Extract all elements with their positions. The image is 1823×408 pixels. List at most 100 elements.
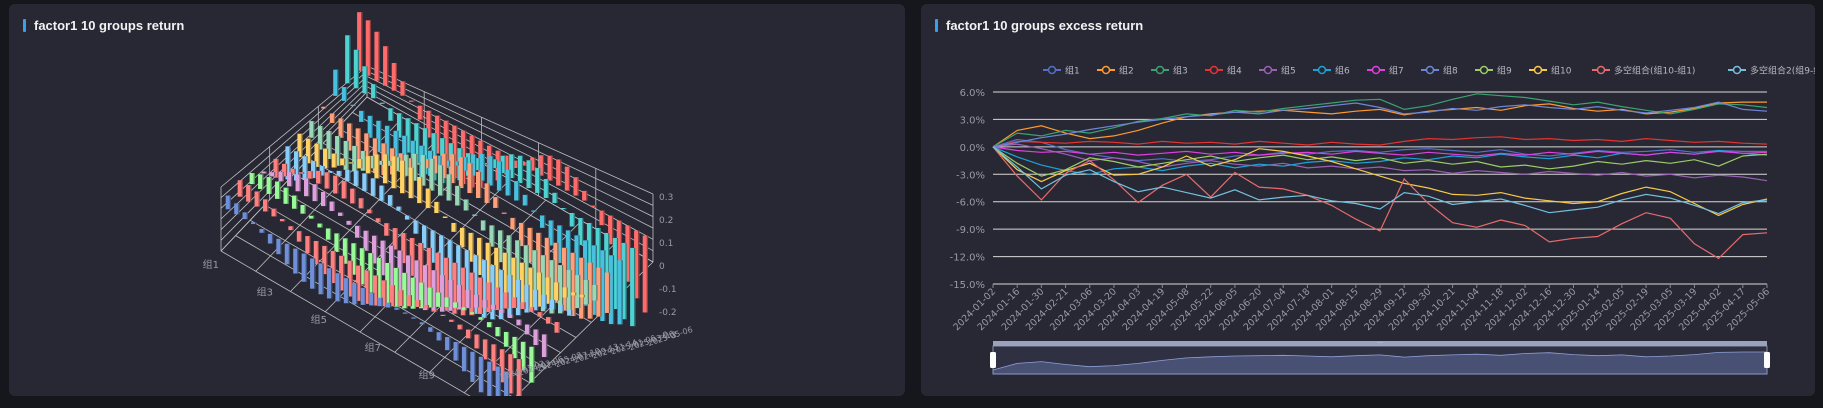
bar[interactable]	[498, 270, 505, 320]
bar[interactable]	[427, 287, 433, 308]
bar[interactable]	[579, 257, 585, 319]
bar[interactable]	[379, 102, 385, 104]
bar[interactable]	[445, 337, 451, 351]
bar[interactable]	[520, 302, 526, 309]
bar[interactable]	[453, 161, 460, 166]
bar[interactable]	[461, 346, 468, 372]
bar[interactable]	[276, 238, 282, 255]
bar[interactable]	[431, 270, 437, 312]
bar[interactable]	[279, 218, 286, 222]
bar[interactable]	[326, 131, 332, 160]
bar[interactable]	[422, 265, 429, 311]
bar[interactable]	[558, 304, 564, 312]
series-line[interactable]	[992, 146, 1768, 215]
bar[interactable]	[573, 177, 579, 196]
bar[interactable]	[473, 294, 480, 308]
legend-item[interactable]: 多空组合(组10-组1)	[1592, 65, 1695, 77]
bar[interactable]	[415, 300, 421, 307]
bar[interactable]	[283, 187, 289, 204]
bar[interactable]	[369, 292, 375, 306]
bar[interactable]	[545, 277, 551, 304]
bar[interactable]	[413, 220, 419, 234]
bar[interactable]	[583, 280, 589, 305]
bar[interactable]	[436, 292, 442, 307]
bar[interactable]	[591, 245, 597, 315]
bar[interactable]	[432, 309, 438, 312]
bar[interactable]	[387, 195, 394, 206]
bar[interactable]	[308, 215, 315, 219]
bar[interactable]	[483, 163, 489, 165]
bar[interactable]	[299, 172, 305, 174]
bar[interactable]	[557, 225, 563, 263]
bar[interactable]	[434, 115, 441, 154]
bar[interactable]	[314, 143, 320, 167]
bar[interactable]	[352, 283, 358, 305]
bar[interactable]	[456, 285, 463, 310]
bar[interactable]	[516, 359, 522, 396]
bar[interactable]	[254, 191, 260, 207]
bar[interactable]	[462, 157, 468, 171]
bar[interactable]	[401, 233, 407, 264]
bar[interactable]	[453, 302, 459, 308]
bar[interactable]	[261, 171, 267, 174]
bar[interactable]	[544, 237, 550, 292]
bar[interactable]	[352, 145, 358, 172]
bar[interactable]	[251, 222, 257, 225]
bar[interactable]	[503, 292, 509, 309]
bar[interactable]	[371, 235, 378, 264]
bar[interactable]	[305, 236, 311, 254]
series-line[interactable]	[992, 143, 1768, 182]
bar[interactable]	[367, 115, 373, 138]
bar[interactable]	[249, 173, 255, 185]
bar[interactable]	[478, 317, 484, 320]
bar[interactable]	[377, 297, 383, 307]
bar[interactable]	[426, 110, 432, 138]
bar[interactable]	[599, 210, 605, 226]
bar[interactable]	[393, 267, 399, 307]
bar[interactable]	[445, 160, 451, 167]
legend-item[interactable]: 组4	[1205, 65, 1242, 77]
bar[interactable]	[369, 155, 375, 169]
legend-item[interactable]: 组7	[1367, 65, 1404, 77]
bar[interactable]	[341, 87, 348, 101]
bar[interactable]	[237, 180, 243, 197]
bar[interactable]	[302, 156, 308, 180]
bar[interactable]	[557, 265, 564, 314]
bar[interactable]	[396, 206, 402, 211]
bar[interactable]	[592, 284, 598, 301]
bar[interactable]	[521, 162, 527, 166]
bar[interactable]	[331, 153, 337, 168]
bar[interactable]	[447, 240, 453, 289]
series-line[interactable]	[992, 146, 1768, 177]
bar[interactable]	[571, 292, 577, 296]
bar[interactable]	[460, 267, 467, 316]
bar[interactable]	[448, 280, 454, 311]
bar[interactable]	[562, 287, 568, 298]
bar[interactable]	[317, 223, 323, 228]
legend-item[interactable]: 组10	[1529, 65, 1572, 77]
bar[interactable]	[351, 243, 357, 275]
bar[interactable]	[383, 46, 389, 86]
bar[interactable]	[608, 255, 615, 325]
bar[interactable]	[234, 203, 240, 215]
bar[interactable]	[384, 223, 390, 236]
bar[interactable]	[379, 185, 385, 201]
bar[interactable]	[524, 324, 531, 335]
bar[interactable]	[329, 201, 335, 211]
bar[interactable]	[482, 299, 488, 308]
bar[interactable]	[328, 171, 334, 173]
legend-item[interactable]: 组3	[1151, 65, 1188, 77]
bar[interactable]	[507, 314, 514, 319]
bar[interactable]	[537, 312, 543, 317]
bar[interactable]	[430, 230, 436, 263]
bar[interactable]	[417, 176, 423, 204]
bar[interactable]	[377, 160, 384, 165]
bar[interactable]	[453, 341, 459, 361]
bar[interactable]	[561, 247, 568, 311]
bar[interactable]	[329, 113, 336, 123]
bar[interactable]	[432, 155, 439, 174]
bar[interactable]	[266, 177, 272, 194]
bar[interactable]	[450, 154, 456, 184]
bar[interactable]	[543, 179, 549, 199]
bar[interactable]	[350, 188, 356, 204]
